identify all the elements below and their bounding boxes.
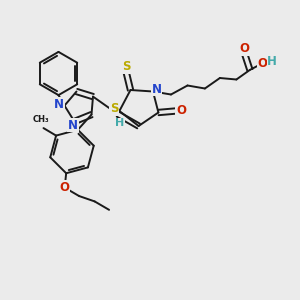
- Text: N: N: [54, 98, 64, 111]
- Text: O: O: [257, 57, 268, 70]
- Text: O: O: [60, 181, 70, 194]
- Text: CH₃: CH₃: [32, 115, 49, 124]
- Text: H: H: [264, 55, 274, 68]
- Text: N: N: [68, 118, 78, 132]
- Text: O: O: [239, 42, 250, 55]
- Text: S: S: [122, 60, 130, 73]
- Text: H: H: [267, 55, 277, 68]
- Text: H: H: [115, 118, 124, 128]
- Text: S: S: [110, 102, 118, 115]
- Text: N: N: [152, 82, 162, 96]
- Text: O: O: [176, 104, 186, 118]
